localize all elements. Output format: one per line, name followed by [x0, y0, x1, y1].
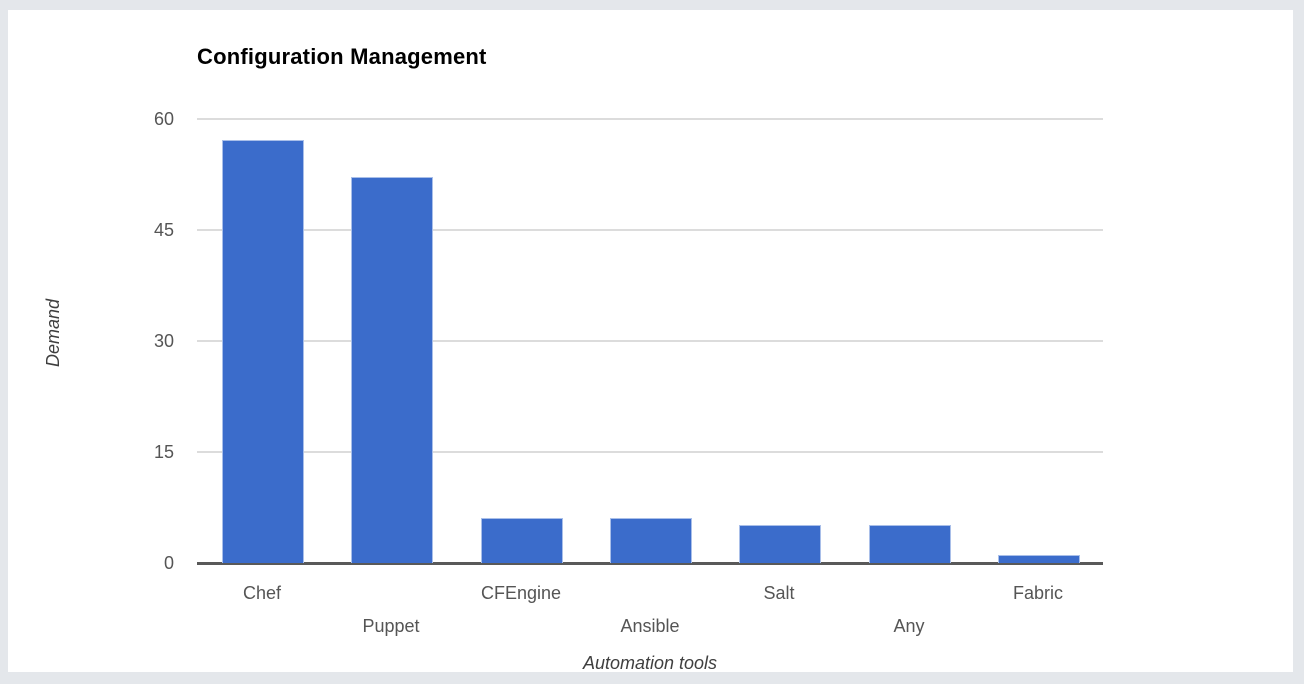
x-cat-label-ansible: Ansible — [620, 616, 680, 636]
x-cat-label-puppet: Puppet — [362, 616, 420, 636]
gridline-60 — [197, 118, 1103, 120]
y-tick-label-0: 0 — [163, 553, 174, 573]
x-cat-label-fabric: Fabric — [1012, 583, 1063, 603]
chart-title: Configuration Management — [197, 44, 487, 69]
bar-fabric[interactable] — [998, 555, 1080, 563]
x-cat-label-salt: Salt — [763, 583, 795, 603]
gridline-45 — [197, 229, 1103, 231]
x-axis-baseline — [197, 562, 1103, 565]
gridline-15 — [197, 451, 1103, 453]
bar-chef[interactable] — [222, 140, 304, 563]
y-axis-title: Demand — [43, 298, 63, 368]
bar-puppet[interactable] — [351, 177, 433, 563]
x-axis-title: Automation tools — [582, 653, 718, 673]
bar-ansible[interactable] — [610, 518, 692, 563]
y-tick-label-45: 45 — [153, 220, 174, 240]
y-tick-label-15: 15 — [153, 442, 174, 462]
bar-any[interactable] — [869, 525, 951, 563]
x-cat-label-cfengine: CFEngine — [480, 583, 562, 603]
x-cat-label-any: Any — [893, 616, 925, 636]
gridline-30 — [197, 340, 1103, 342]
chart-panel: Configuration Management Demand Automati… — [8, 10, 1293, 673]
y-tick-label-30: 30 — [153, 331, 174, 351]
bar-cfengine[interactable] — [481, 518, 563, 563]
x-cat-label-chef: Chef — [242, 583, 282, 603]
y-tick-label-60: 60 — [153, 109, 174, 129]
bar-salt[interactable] — [739, 525, 821, 563]
